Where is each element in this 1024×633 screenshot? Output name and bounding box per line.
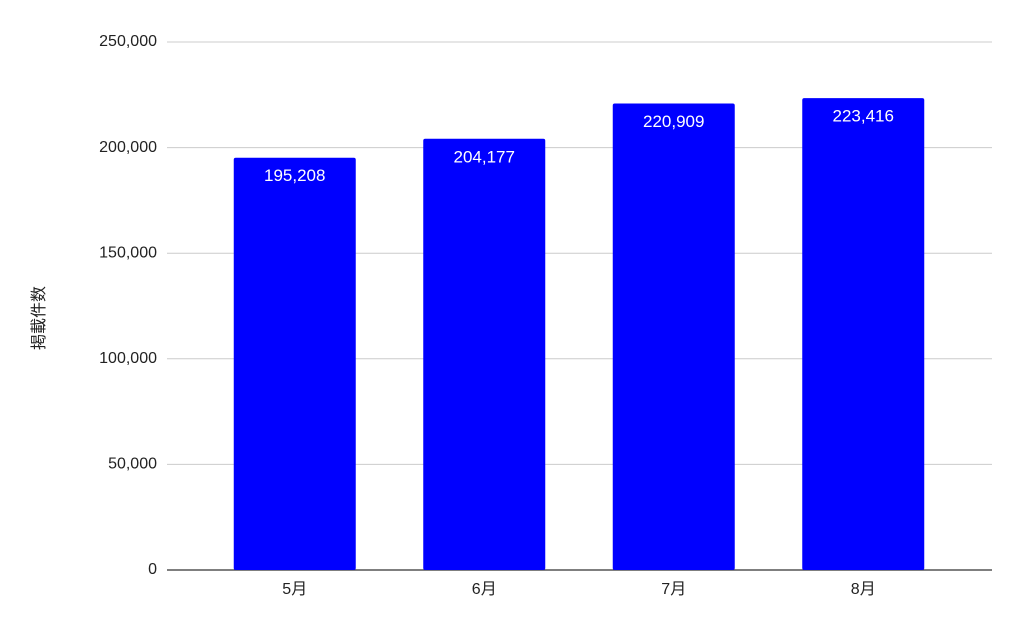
y-tick-label: 250,000: [99, 33, 157, 50]
value-label: 223,416: [833, 107, 894, 126]
x-tick-label: 5月: [282, 581, 307, 598]
y-tick-label: 100,000: [99, 350, 157, 367]
y-tick-label: 200,000: [99, 139, 157, 156]
value-label: 204,177: [454, 147, 515, 166]
x-tick-label: 8月: [851, 581, 876, 598]
x-tick-label: 6月: [472, 581, 497, 598]
bar: [233, 157, 356, 570]
value-label: 220,909: [643, 112, 704, 131]
y-tick-label: 0: [148, 561, 157, 578]
bar: [802, 98, 925, 570]
bar: [423, 138, 546, 570]
y-axis-label: 掲載件数: [30, 286, 48, 350]
x-tick-label: 7月: [661, 581, 686, 598]
bar: [612, 103, 735, 571]
y-tick-label: 150,000: [99, 244, 157, 261]
y-tick-label: 50,000: [108, 456, 157, 473]
value-label: 195,208: [264, 166, 325, 185]
